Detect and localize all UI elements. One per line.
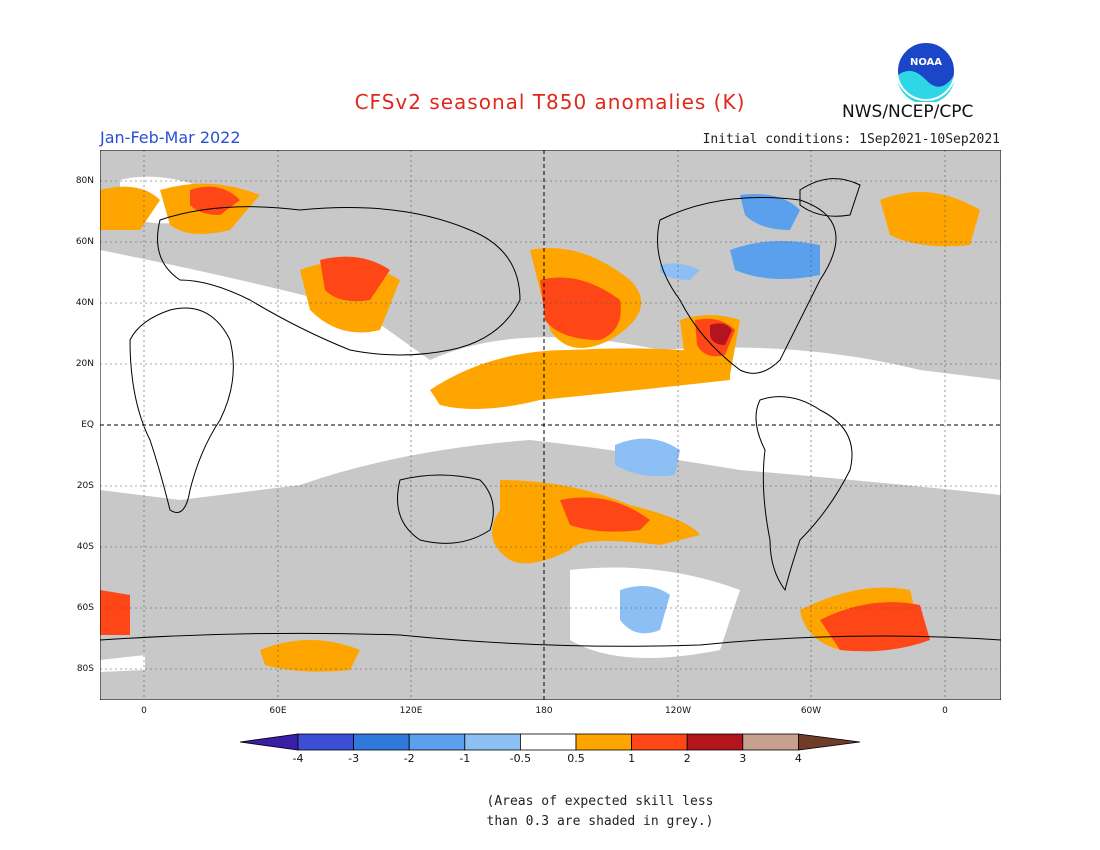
lon-label-0-east: 0 [942, 706, 948, 716]
cool-anomalies [615, 263, 700, 634]
color-legend [240, 733, 861, 751]
warm-anomalies-max [710, 323, 732, 345]
legend-tick-label: -1 [459, 752, 471, 765]
coastlines [100, 178, 1001, 647]
lat-label-20s: 20S [76, 481, 94, 491]
legend-tick-label: -3 [348, 752, 360, 765]
noaa-logo: NOAA [896, 41, 956, 102]
lat-label-60s: 60S [76, 603, 94, 613]
skill-note-line-1: (Areas of expected skill less [486, 794, 714, 809]
lat-label-40s: 40S [76, 542, 94, 552]
legend-swatch [408, 733, 466, 751]
lon-label-0-west: 0 [141, 706, 147, 716]
lat-label-40n: 40N [75, 298, 94, 308]
legend-swatch [519, 733, 577, 751]
logo-text: NOAA [910, 57, 942, 68]
cool-anomalies-moderate [730, 194, 820, 279]
legend-tick-label: 2 [683, 752, 691, 765]
lat-label-20n: 20N [75, 359, 94, 369]
graticule [100, 150, 1001, 700]
legend-tick-label: 3 [739, 752, 747, 765]
legend-tick-label: -2 [403, 752, 415, 765]
legend-swatch [631, 733, 688, 751]
lon-label-60w: 60W [800, 706, 822, 716]
legend-swatch [686, 733, 744, 751]
legend-tick-label: -4 [292, 752, 304, 765]
legend-tick-label: -0.5 [509, 752, 532, 765]
skill-note: (Areas of expected skill less than 0.3 a… [470, 792, 730, 832]
legend-arrow-low [240, 733, 299, 751]
legend-tick-label: 0.5 [567, 752, 585, 765]
skill-note-line-2: than 0.3 are shaded in grey.) [486, 814, 714, 829]
lat-label-80n: 80N [75, 176, 94, 186]
lon-label-120e: 120E [399, 706, 423, 716]
agency-label: NWS/NCEP/CPC [842, 102, 974, 122]
lon-label-120w: 120W [664, 706, 692, 716]
legend-tick-label: 4 [794, 752, 802, 765]
legend-arrow-high [798, 733, 861, 751]
legend-swatch [464, 733, 521, 751]
legend-tick-label: 1 [628, 752, 636, 765]
lat-label-60n: 60N [75, 237, 94, 247]
lon-label-60e: 60E [269, 706, 287, 716]
legend-swatch [297, 733, 354, 751]
anomaly-map [100, 150, 1001, 700]
legend-swatch [575, 733, 632, 751]
forecast-period: Jan-Feb-Mar 2022 [100, 128, 241, 147]
lat-label-eq: EQ [81, 420, 94, 430]
map-title: CFSv2 seasonal T850 anomalies (K) [354, 90, 746, 114]
legend-swatch [742, 733, 799, 751]
lat-label-80s: 80S [76, 664, 94, 674]
legend-swatch [353, 733, 410, 751]
initial-conditions: Initial conditions: 1Sep2021-10Sep2021 [702, 132, 1000, 147]
lon-label-180: 180 [535, 706, 553, 716]
